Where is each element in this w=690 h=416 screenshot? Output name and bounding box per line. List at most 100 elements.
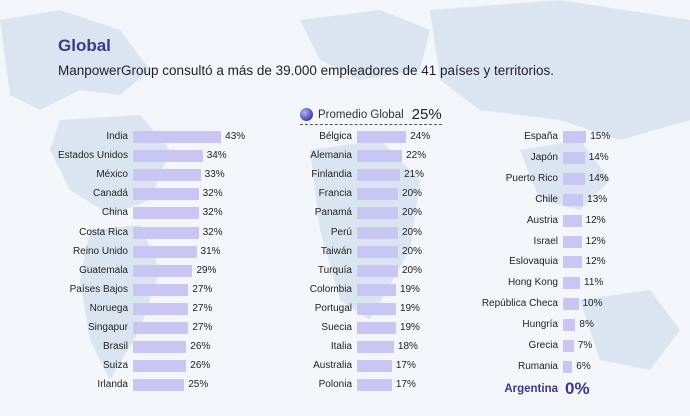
bar <box>357 207 398 220</box>
bar-value-label: 6% <box>576 360 591 372</box>
bar-value-label: 26% <box>190 341 211 353</box>
bar-row: China 32% <box>0 204 690 223</box>
bar <box>563 214 582 227</box>
bar <box>133 131 222 143</box>
bar-category-label: Puerto Rico <box>505 172 558 184</box>
bar <box>563 298 579 311</box>
bar-category-label: Polonia <box>318 379 352 391</box>
bar-row: India 43% <box>0 128 690 147</box>
bar-row: Hungría 8% <box>0 316 690 335</box>
bar-row: Finlandia 21% <box>0 166 690 185</box>
bar <box>133 283 189 296</box>
bar-category-label: Suiza <box>102 360 128 372</box>
bar-category-label: Francia <box>318 188 352 200</box>
bar-row: Eslovaquia 12% <box>0 253 690 272</box>
page-subtitle: ManpowerGroup consultó a más de 39.000 e… <box>58 63 555 78</box>
bar-row: Irlanda 25% <box>0 376 690 395</box>
bar <box>133 188 199 201</box>
bar-value-label: 32% <box>202 188 223 200</box>
bar-row: Perú 20% <box>0 224 690 243</box>
bar <box>563 172 585 185</box>
bar-value-label: 24% <box>410 131 431 142</box>
bar <box>563 235 582 248</box>
bar-row: Panamá 20% <box>0 204 690 223</box>
bar-category-label: Suecia <box>321 322 352 333</box>
bar <box>357 341 394 354</box>
bar <box>133 264 193 277</box>
bar-category-label: Panamá <box>314 207 352 219</box>
bar <box>133 379 185 392</box>
bar <box>357 131 407 143</box>
bar-row: Grecia 7% <box>0 337 690 356</box>
bar-row: Chile 13% <box>0 191 690 210</box>
bar <box>563 319 576 332</box>
bar-row: Australia 17% <box>0 357 690 376</box>
bar-row: Costa Rica 32% <box>0 224 690 243</box>
bar-category-label: Turquía <box>317 264 352 276</box>
bar-value-label: 34% <box>206 150 227 162</box>
bar-category-label: Finlandia <box>311 169 352 181</box>
bar <box>357 169 401 182</box>
bar <box>133 322 189 334</box>
bar-category-label: Irlanda <box>97 379 128 391</box>
bar-value-label: 15% <box>590 131 611 142</box>
bar <box>357 360 392 373</box>
bar-value-label: 20% <box>402 245 423 257</box>
global-average: Promedio Global 25% <box>300 106 442 125</box>
bar <box>357 245 398 258</box>
highlight-country-name: Argentina <box>504 382 558 395</box>
bar-row: Colombia 19% <box>0 281 690 300</box>
bar-category-label: Guatemala <box>79 264 128 276</box>
bar <box>357 264 398 277</box>
bar-value-label: 22% <box>406 150 427 162</box>
bar-value-label: 25% <box>188 379 209 391</box>
bar-row: Alemania 22% <box>0 147 690 166</box>
bar-value-label: 17% <box>395 360 416 372</box>
bar-category-label: Austria <box>526 214 558 226</box>
bar-row: Rumania 6% <box>0 358 690 377</box>
bar-row: México 33% <box>0 166 690 185</box>
bar-row: Singapur 27% <box>0 319 690 338</box>
bar-category-label: Países Bajos <box>69 283 128 295</box>
bar-category-label: Estados Unidos <box>57 150 128 162</box>
bar <box>357 322 396 334</box>
bar-category-label: Italia <box>330 341 352 353</box>
bar <box>357 150 403 163</box>
bar <box>563 131 587 143</box>
bar-row: Polonia 17% <box>0 376 690 395</box>
globe-icon <box>300 108 313 121</box>
bar-row: Canadá 32% <box>0 185 690 204</box>
bar <box>133 169 201 182</box>
bar-category-label: Japón <box>530 151 558 163</box>
bar-value-label: 14% <box>588 151 609 163</box>
bar-category-label: Israel <box>533 235 558 247</box>
bar-category-label: Perú <box>330 226 352 238</box>
bar-value-label: 32% <box>202 226 223 238</box>
bar-value-label: 31% <box>200 245 221 257</box>
bar-value-label: 20% <box>402 264 423 276</box>
bar-row: República Checa 10% <box>0 295 690 314</box>
page-title: Global <box>58 36 111 55</box>
bar-row: España 15% <box>0 128 690 147</box>
bar-row: Portugal 19% <box>0 300 690 319</box>
bar-row: Reino Unido 31% <box>0 243 690 262</box>
bar-row: Israel 12% <box>0 233 690 252</box>
bar-row: Turquía 20% <box>0 262 690 281</box>
bar <box>563 151 585 164</box>
bar-category-label: Noruega <box>89 302 128 314</box>
bar-row: Suiza 26% <box>0 357 690 376</box>
bar-value-label: 32% <box>202 207 223 219</box>
bar-category-label: Reino Unido <box>72 245 128 257</box>
bar-category-label: México <box>96 169 128 181</box>
bar-category-label: Australia <box>313 360 352 372</box>
bar-category-label: Alemania <box>310 150 352 162</box>
bar <box>357 302 396 315</box>
bar-category-label: Taiwán <box>320 245 352 257</box>
bar <box>563 360 573 373</box>
bar-row: Austria 12% <box>0 212 690 231</box>
bar-category-label: Bélgica <box>319 131 352 142</box>
bar <box>357 226 398 239</box>
bar-value-label: 19% <box>399 283 420 295</box>
bar-category-label: Eslovaquia <box>509 256 558 268</box>
